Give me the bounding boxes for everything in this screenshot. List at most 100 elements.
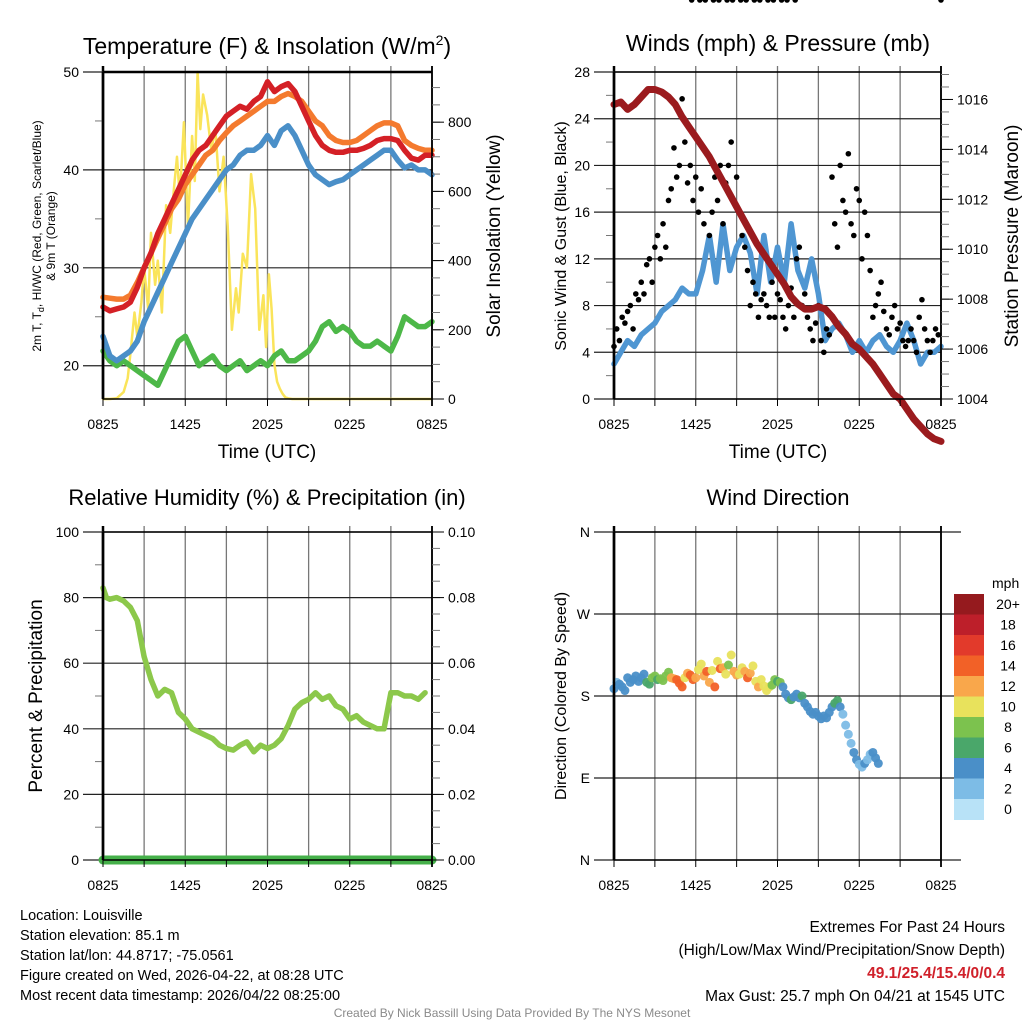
wind-direction-panel: Wind Direction N E S W N 0825 1425 2025 0225 0825… (553, 485, 1020, 893)
colorbar-label: 14 (1000, 658, 1016, 674)
gust-point (742, 244, 748, 250)
y-tick-label: 20 (63, 358, 79, 374)
gust-point (701, 221, 707, 227)
x-tick-label: 0225 (844, 416, 875, 432)
colorbar-swatch (954, 778, 984, 800)
gust-point (635, 296, 642, 303)
y2-tick-label: 0.00 (448, 852, 475, 868)
gust-point (744, 267, 751, 274)
gust-point (886, 331, 893, 338)
gust-point (801, 291, 808, 297)
gust-point (851, 232, 857, 239)
gust-point (709, 209, 715, 215)
gust-point (638, 279, 645, 286)
gust-point (780, 314, 786, 321)
gust-point (673, 174, 680, 180)
gust-point (826, 331, 833, 338)
station-info: Location: Louisville Station elevation: … (20, 906, 344, 1006)
gust-point (695, 209, 702, 215)
y-tick-label: 100 (56, 524, 80, 540)
x-tick-label: 0825 (925, 877, 956, 893)
colorbar-title: mph (992, 575, 1019, 591)
gust-point (684, 180, 691, 186)
gust-point (750, 279, 756, 286)
colorbar-swatch (954, 737, 984, 759)
gust-point (758, 296, 764, 303)
gust-point (654, 232, 661, 239)
x-tick-label: 2025 (762, 416, 793, 432)
temperature-panel: Temperature (F) & Insolation (W/m2) 20 30… (30, 32, 505, 463)
y2-tick-label: 800 (448, 114, 472, 130)
wind-direction-point (707, 665, 717, 675)
y2-tick-label: 1010 (957, 241, 988, 257)
x-tick-label: 0225 (844, 877, 875, 893)
colorbar-swatch (954, 758, 984, 779)
gust-point (682, 139, 688, 145)
gust-point (791, 314, 797, 321)
gust-point (842, 209, 849, 215)
temperature-x-axis-label: Time (UTC) (218, 442, 317, 463)
gust-point (747, 302, 754, 309)
y-tick-label: E (581, 770, 590, 786)
temperature-chart-title: Temperature (F) & Insolation (W/m2) (83, 32, 451, 59)
gust-point (771, 314, 778, 321)
wind-direction-point (849, 747, 859, 757)
gust-point (725, 162, 732, 169)
x-tick-label: 0825 (925, 416, 956, 432)
gust-point (792, 0, 799, 3)
credit-text: Created By Nick Bassill Using Data Provi… (333, 1006, 691, 1020)
gust-point (660, 221, 666, 227)
colorbar-label: 16 (1000, 637, 1016, 653)
wind-direction-point (841, 720, 851, 730)
colorbar-swatch (954, 717, 984, 738)
gust-point (908, 326, 914, 332)
gust-point (652, 244, 658, 250)
wind-direction-point (710, 682, 720, 692)
gust-point (891, 302, 898, 309)
gust-point (697, 0, 703, 3)
wind-direction-point (797, 691, 807, 701)
gust-point (716, 0, 722, 3)
gust-point (870, 314, 876, 321)
extremes-title: Extremes For Past 24 Hours (809, 919, 1005, 936)
x-tick-label: 0825 (87, 416, 118, 432)
y2-tick-label: 400 (448, 253, 472, 269)
gust-point (831, 221, 838, 227)
gust-point (665, 197, 672, 204)
gust-point (859, 256, 865, 262)
y-tick-label: 80 (63, 590, 79, 606)
gust-point (777, 296, 784, 303)
gust-point (864, 232, 871, 239)
x-tick-label: 1425 (680, 416, 711, 432)
gust-point (845, 150, 852, 157)
gust-point (728, 139, 734, 145)
wind-direction-point (873, 758, 883, 768)
gust-point (821, 349, 827, 356)
gust-point (840, 197, 846, 204)
gust-point (717, 162, 724, 169)
y-tick-label: 0 (71, 852, 79, 868)
gust-point (616, 337, 623, 344)
gust-point (668, 185, 675, 192)
colorbar-swatch (954, 696, 984, 718)
y2-tick-label: 1012 (957, 191, 988, 207)
gust-point (784, 0, 790, 3)
gust-point (752, 291, 759, 297)
gust-point (913, 349, 920, 356)
gust-point (916, 314, 922, 321)
gust-point (622, 320, 628, 326)
colorbar-label: 4 (1004, 760, 1012, 776)
gust-point (755, 314, 762, 321)
gust-point (724, 0, 730, 3)
colorbar-label: 20+ (996, 596, 1020, 612)
y-tick-label: 4 (582, 344, 590, 360)
gust-point (737, 0, 744, 3)
gust-point (770, 0, 777, 3)
gust-point (782, 326, 789, 332)
gust-point (649, 279, 655, 286)
gust-point (883, 326, 890, 332)
x-tick-label: 0825 (416, 877, 447, 893)
td-line (100, 314, 435, 389)
wind-direction-point (778, 682, 788, 692)
y-tick-label: 50 (63, 64, 79, 80)
